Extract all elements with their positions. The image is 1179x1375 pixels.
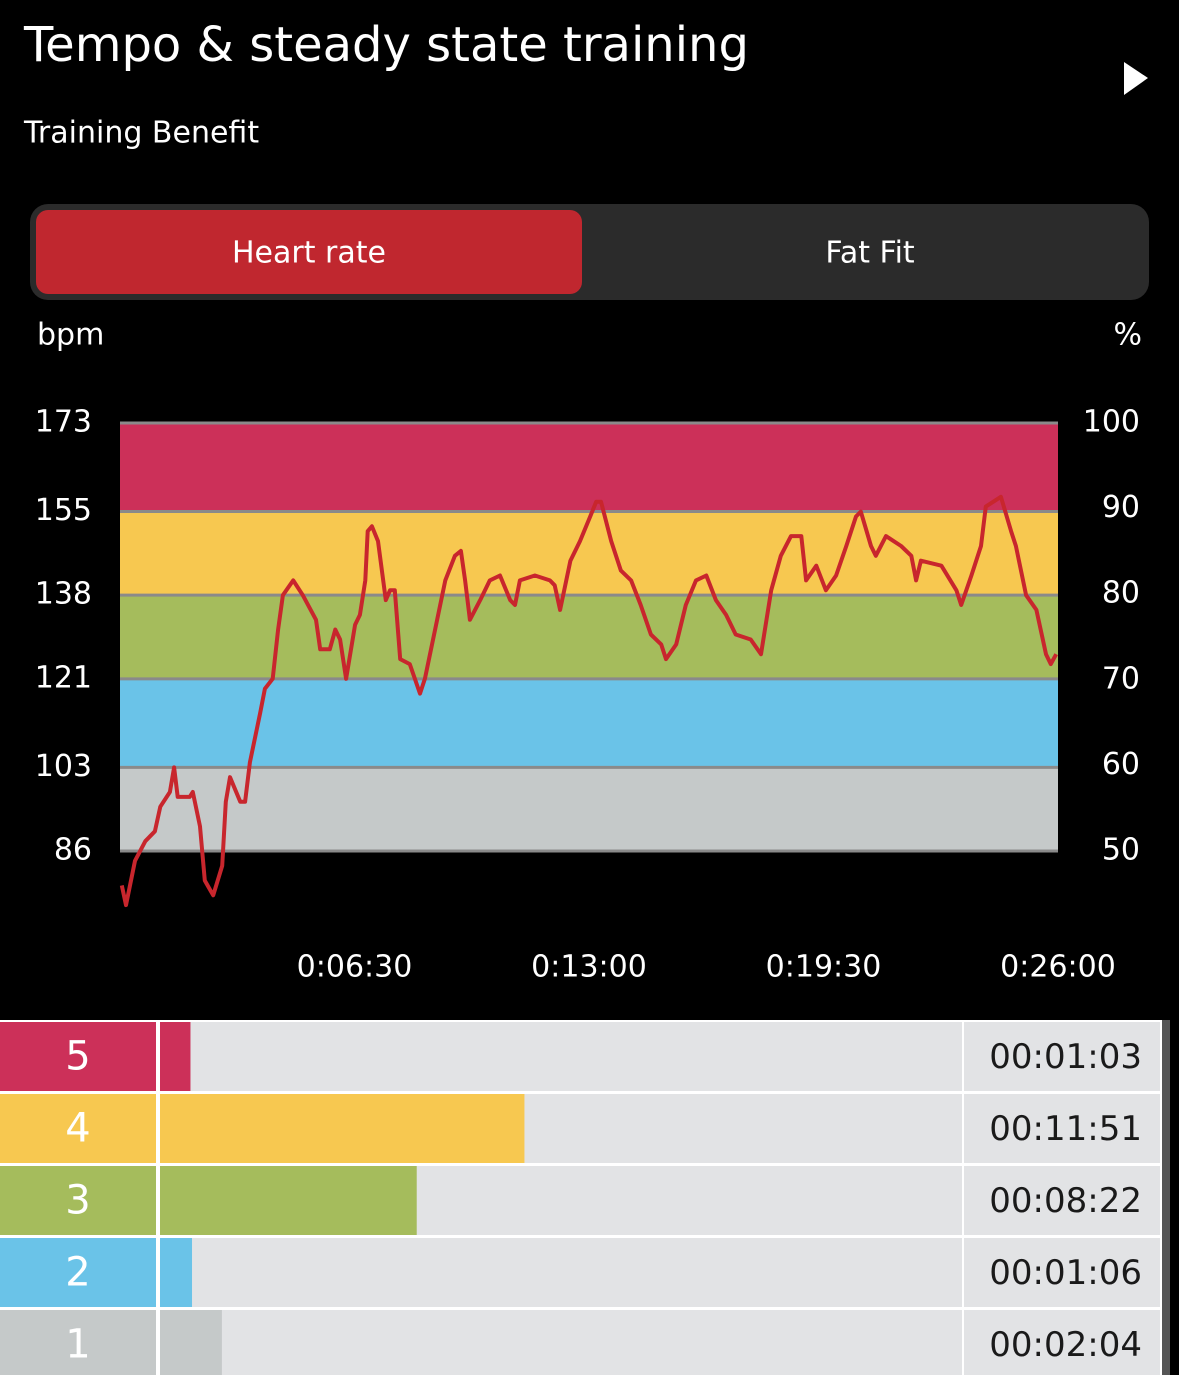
- y2-axis-label: %: [1113, 318, 1142, 353]
- zone-time-cell: [964, 1022, 1160, 1091]
- zone-number: 4: [65, 1106, 90, 1152]
- subtitle: Training Benefit: [23, 116, 259, 151]
- zone-band: [120, 595, 1058, 679]
- zone-band: [120, 511, 1058, 596]
- zone-time: 00:01:03: [989, 1037, 1142, 1077]
- zone-band: [120, 678, 1058, 768]
- zone-bar-track: [160, 1238, 962, 1307]
- zone-number-cell: [0, 1310, 156, 1375]
- zone-number: 5: [65, 1034, 90, 1080]
- tab-label[interactable]: Heart rate: [232, 236, 386, 271]
- y2-tick-label: 100: [1083, 405, 1140, 440]
- zone-time: 00:02:04: [989, 1325, 1142, 1365]
- y2-tick-label: 60: [1102, 747, 1140, 782]
- zone-bar: [160, 1166, 417, 1235]
- tab-label[interactable]: Fat Fit: [825, 236, 915, 271]
- zone-bar: [160, 1094, 525, 1163]
- y2-tick-label: 80: [1102, 576, 1140, 611]
- zone-bar: [160, 1022, 191, 1091]
- x-tick-label: 0:26:00: [1000, 950, 1116, 985]
- title: Tempo & steady state training: [23, 17, 749, 73]
- y-tick-label: 155: [35, 493, 92, 528]
- x-tick-label: 0:19:30: [766, 950, 882, 985]
- zone-number: 3: [65, 1178, 90, 1224]
- zone-number-cell: [0, 1022, 156, 1091]
- zone-time: 00:11:51: [989, 1109, 1142, 1149]
- next-arrow[interactable]: [1124, 62, 1148, 95]
- zone-number-cell: [0, 1094, 156, 1163]
- zone-bar-track: [160, 1310, 962, 1375]
- y-axis-label: bpm: [37, 318, 104, 353]
- zone-number-cell: [0, 1238, 156, 1307]
- zone-bar: [160, 1238, 193, 1307]
- y-tick-label: 86: [54, 833, 92, 868]
- zone-time: 00:01:06: [989, 1253, 1142, 1293]
- zone-time: 00:08:22: [989, 1181, 1142, 1221]
- heart-rate-line: [119, 494, 1058, 908]
- y2-tick-label: 50: [1102, 833, 1140, 868]
- zone-time-cell: [964, 1238, 1160, 1307]
- zone-number: 1: [65, 1322, 90, 1368]
- zone-number: 2: [65, 1250, 90, 1296]
- zone-band: [120, 767, 1058, 851]
- y-tick-label: 103: [35, 749, 92, 784]
- x-tick-label: 0:06:30: [297, 950, 413, 985]
- zone-time-cell: [964, 1094, 1160, 1163]
- scrollbar: [1162, 1020, 1170, 1375]
- tab-active[interactable]: [36, 210, 582, 294]
- zone-band: [120, 423, 1058, 512]
- zone-time-cell: [964, 1310, 1160, 1375]
- y-tick-label: 173: [35, 405, 92, 440]
- y-tick-label: 138: [35, 577, 92, 612]
- x-tick-label: 0:13:00: [531, 950, 647, 985]
- zone-number-cell: [0, 1166, 156, 1235]
- y2-tick-label: 90: [1102, 490, 1140, 525]
- zone-bar: [160, 1310, 222, 1375]
- zone-time-cell: [964, 1166, 1160, 1235]
- y-tick-label: 121: [35, 660, 92, 695]
- y2-tick-label: 70: [1102, 661, 1140, 696]
- zone-bar-track: [160, 1022, 962, 1091]
